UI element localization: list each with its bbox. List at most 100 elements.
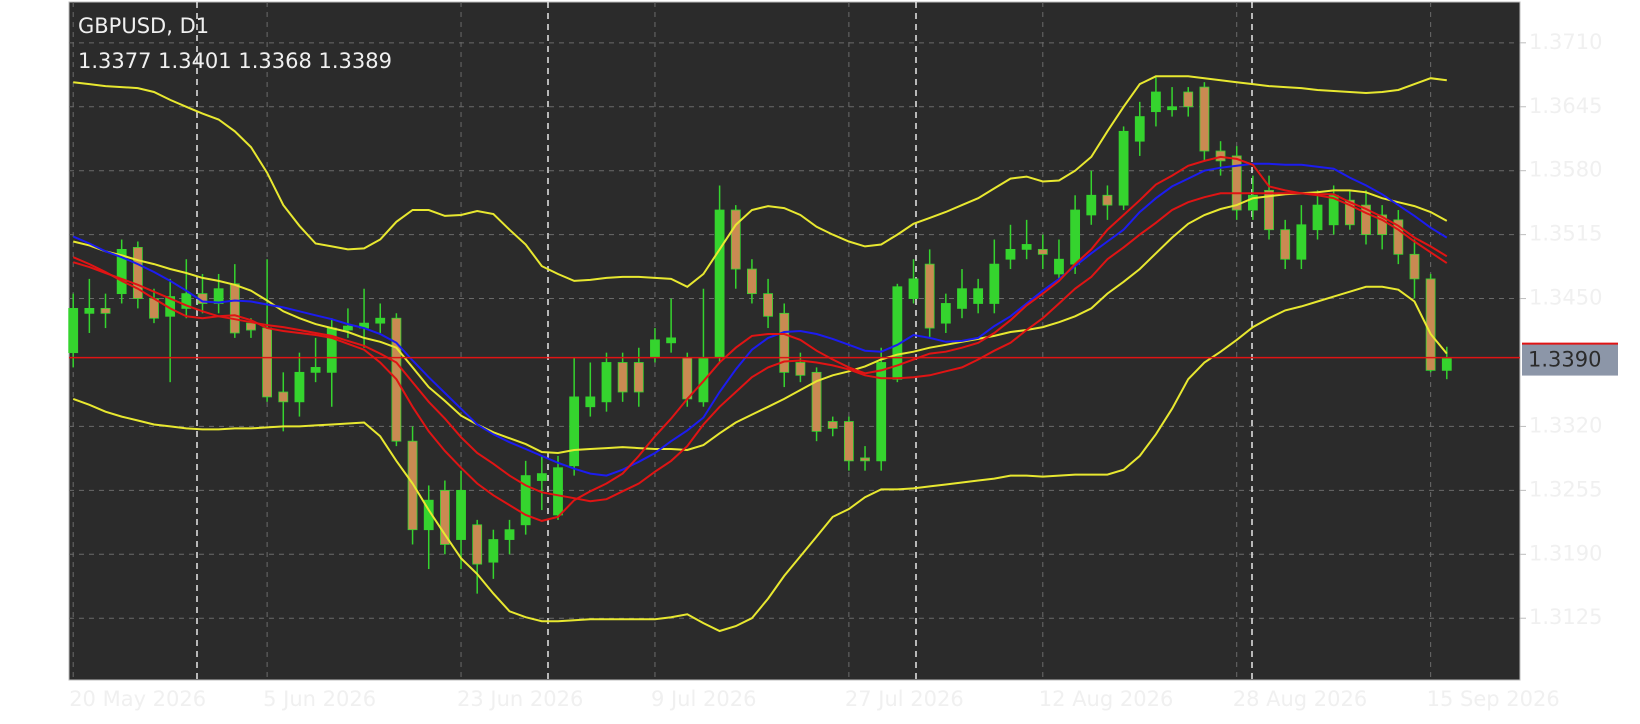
candle-body bbox=[1005, 248, 1016, 260]
candle-body bbox=[633, 362, 644, 393]
chart-title: GBPUSD, D1 bbox=[78, 14, 209, 38]
candle-body bbox=[1441, 358, 1452, 371]
candle-body bbox=[811, 371, 822, 432]
candle-body bbox=[827, 421, 838, 429]
candle-body bbox=[1054, 258, 1064, 275]
candle-body bbox=[940, 303, 951, 324]
x-tick-label: 20 May 2026 bbox=[69, 687, 206, 711]
candle-body bbox=[860, 457, 870, 462]
candle-body bbox=[1037, 248, 1048, 255]
candle-body bbox=[908, 278, 919, 299]
y-tick-label: 1.3125 bbox=[1529, 605, 1602, 629]
candle-body bbox=[310, 367, 321, 373]
candle-body bbox=[1183, 91, 1194, 108]
y-tick-label: 1.3190 bbox=[1529, 541, 1602, 565]
indicator-line bbox=[72, 285, 1448, 633]
price-tag-label: 1.3390 bbox=[1528, 348, 1601, 372]
candle-body bbox=[375, 317, 386, 324]
candle-body bbox=[617, 362, 628, 393]
candle-body bbox=[1199, 86, 1210, 152]
candle-body bbox=[763, 293, 773, 317]
candle-body bbox=[439, 489, 450, 545]
candle-body bbox=[1409, 253, 1420, 280]
candle-body bbox=[1167, 106, 1177, 111]
indicator-line bbox=[72, 155, 1448, 522]
candle-body bbox=[1344, 199, 1355, 226]
candle-body bbox=[246, 322, 256, 331]
ohlc-open: 1.3377 bbox=[78, 49, 151, 73]
candle-body bbox=[569, 396, 580, 467]
candle-body bbox=[553, 467, 563, 516]
indicator-line bbox=[73, 75, 1447, 288]
y-tick-label: 1.3450 bbox=[1529, 286, 1602, 310]
candle-body bbox=[116, 248, 127, 295]
x-tick-label: 27 Jul 2026 bbox=[845, 687, 964, 711]
y-tick-label: 1.3580 bbox=[1529, 158, 1602, 182]
candle-body bbox=[181, 293, 192, 309]
candle-body bbox=[1086, 194, 1097, 216]
marks bbox=[68, 75, 1520, 633]
candle-body bbox=[601, 362, 612, 403]
candle-body bbox=[876, 362, 887, 462]
candle-body bbox=[1247, 194, 1258, 211]
ohlc-readout: 1.3377 1.3401 1.3368 1.3389 bbox=[78, 49, 392, 73]
ohlc-close: 1.3389 bbox=[319, 49, 392, 73]
candle-body bbox=[68, 307, 79, 354]
y-tick-label: 1.3320 bbox=[1529, 413, 1602, 437]
candle-body bbox=[84, 307, 95, 314]
candle-body bbox=[957, 288, 967, 309]
x-tick-label: 12 Aug 2026 bbox=[1039, 687, 1174, 711]
candle-body bbox=[892, 286, 903, 380]
price-tag-bg bbox=[1522, 343, 1618, 376]
candle-body bbox=[456, 489, 466, 540]
candle-body bbox=[100, 307, 111, 314]
candle-body bbox=[714, 209, 725, 358]
candle-body bbox=[1377, 214, 1388, 236]
candle-body bbox=[132, 247, 143, 299]
candle-body bbox=[1070, 209, 1081, 265]
y-tick-label: 1.3515 bbox=[1529, 222, 1602, 246]
candle-body bbox=[1296, 224, 1307, 260]
candle-body bbox=[407, 440, 418, 531]
candle-body bbox=[1151, 91, 1161, 113]
candle-body bbox=[989, 263, 1000, 304]
x-tick-label: 28 Aug 2026 bbox=[1233, 687, 1368, 711]
candle-body bbox=[973, 288, 984, 304]
y-tick-label: 1.3255 bbox=[1529, 477, 1602, 501]
candle-body bbox=[504, 529, 515, 540]
candle-body bbox=[294, 371, 305, 403]
y-tick-label: 1.3645 bbox=[1529, 94, 1602, 118]
x-tick-label: 15 Sep 2026 bbox=[1427, 687, 1560, 711]
candle-body bbox=[747, 268, 757, 295]
candle-body bbox=[1361, 204, 1371, 236]
candle-body bbox=[1264, 189, 1274, 231]
candle-body bbox=[423, 499, 434, 531]
candle-body bbox=[1393, 219, 1404, 255]
candle-body bbox=[924, 263, 935, 329]
candle-body bbox=[278, 391, 289, 403]
indicator-line bbox=[72, 162, 1448, 477]
indicator-line bbox=[72, 192, 1448, 503]
candle-body bbox=[520, 475, 531, 526]
candle-body bbox=[1231, 155, 1242, 211]
candle-body bbox=[682, 357, 693, 400]
y-tick-label: 1.3710 bbox=[1529, 30, 1602, 54]
candle-body bbox=[262, 327, 273, 398]
ohlc-high: 1.3401 bbox=[158, 49, 231, 73]
candle-body bbox=[1312, 204, 1323, 231]
candle-body bbox=[585, 396, 596, 408]
candle-body bbox=[536, 473, 547, 481]
candle-body bbox=[343, 325, 353, 331]
candle-body bbox=[650, 339, 660, 358]
candle-body bbox=[666, 337, 677, 344]
x-tick-label: 9 Jul 2026 bbox=[651, 687, 757, 711]
candle-body bbox=[1280, 229, 1291, 260]
candle-body bbox=[1102, 194, 1113, 206]
candle-body bbox=[730, 209, 741, 270]
candle-body bbox=[843, 421, 854, 462]
candle-body bbox=[1425, 278, 1436, 371]
candle-body bbox=[472, 524, 483, 565]
candle-body bbox=[488, 539, 499, 563]
x-tick-label: 23 Jun 2026 bbox=[457, 687, 583, 711]
